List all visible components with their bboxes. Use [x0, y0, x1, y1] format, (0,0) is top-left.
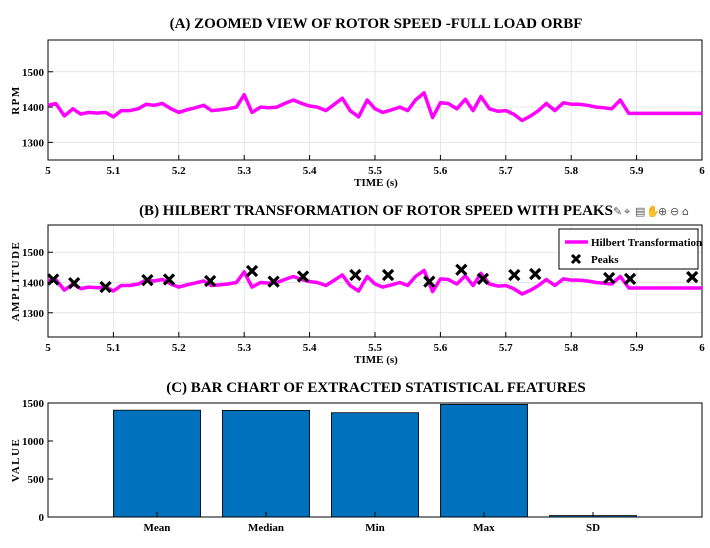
panel-b-title: (B) HILBERT TRANSFORMATION OF ROTOR SPEE… — [139, 203, 613, 219]
peak-marker — [267, 275, 280, 288]
panel-c-ylabel: VALUE — [10, 438, 22, 483]
b-x-tick-label: 5.5 — [368, 342, 382, 354]
panel-c: (C) BAR CHART OF EXTRACTED STATISTICAL F… — [10, 380, 703, 534]
a-x-tick-label: 5.5 — [368, 165, 382, 177]
a-x-tick-label: 5.3 — [237, 165, 251, 177]
panel-b-legend: Hilbert Transformation Peaks — [558, 228, 702, 270]
panel-a-grid — [47, 40, 703, 160]
panel-c-x-ticks: Mean Median Min Max SD — [144, 512, 600, 534]
panel-a-rotor-speed-line — [47, 91, 702, 123]
panel-c-title: (C) BAR CHART OF EXTRACTED STATISTICAL F… — [166, 380, 586, 396]
b-x-tick-label: 5.6 — [434, 342, 448, 354]
a-x-tick-label: 5.1 — [107, 165, 121, 177]
c-x-tick-label: Median — [248, 522, 284, 534]
a-x-tick-label: 5.9 — [630, 165, 644, 177]
b-x-tick-label: 5.1 — [107, 342, 121, 354]
legend-peak-swatch — [570, 253, 582, 265]
peak-marker — [623, 272, 637, 286]
c-x-tick-label: Max — [473, 522, 495, 534]
legend-icon[interactable]: ▤ — [635, 205, 645, 218]
c-y-tick-label: 0 — [39, 512, 45, 524]
bar-min — [330, 412, 419, 518]
panel-a-xlabel: TIME (s) — [354, 177, 398, 189]
figure-toolbar[interactable]: ✎ ⌖ ▤ ✋ ⊕ ⊖ ⌂ — [613, 205, 689, 218]
panel-a-title: (A) ZOOMED VIEW OF ROTOR SPEED -FULL LOA… — [170, 16, 583, 32]
a-x-tick-label: 5 — [45, 165, 51, 177]
legend-label-peaks: Peaks — [591, 254, 619, 266]
peak-marker — [47, 273, 60, 286]
b-y-tick-label: 1500 — [22, 247, 45, 259]
panel-b-hilbert-line — [47, 268, 702, 296]
panel-c-bars — [113, 403, 638, 518]
panel-b: (B) HILBERT TRANSFORMATION OF ROTOR SPEE… — [10, 203, 705, 366]
peak-marker — [68, 276, 81, 290]
c-y-tick-label: 500 — [28, 474, 45, 486]
c-x-tick-label: Min — [365, 522, 385, 534]
legend-label-hilbert: Hilbert Transformation — [591, 237, 702, 249]
panel-a: (A) ZOOMED VIEW OF ROTOR SPEED -FULL LOA… — [10, 16, 705, 189]
zoom-in-icon[interactable]: ⊕ — [658, 205, 667, 218]
a-x-tick-label: 5.2 — [172, 165, 186, 177]
c-x-tick-label: Mean — [144, 522, 171, 534]
b-x-tick-label: 5.7 — [499, 342, 513, 354]
a-x-tick-label: 5.7 — [499, 165, 513, 177]
peak-marker — [381, 268, 395, 282]
c-y-tick-label: 1500 — [22, 398, 45, 410]
peak-marker — [349, 268, 362, 282]
bar-mean — [113, 409, 201, 518]
peak-marker — [245, 264, 259, 278]
a-y-tick-label: 1500 — [22, 67, 45, 79]
peak-marker — [99, 280, 112, 294]
b-y-tick-label: 1400 — [22, 278, 45, 290]
peak-marker — [141, 273, 154, 287]
b-x-tick-label: 6 — [699, 342, 705, 354]
peak-marker — [603, 271, 616, 285]
panel-b-y-ticks: 1300 1400 1500 — [22, 247, 53, 320]
panel-b-peaks — [47, 263, 699, 294]
peak-marker — [423, 275, 436, 288]
home-icon[interactable]: ⌂ — [682, 205, 689, 218]
panel-a-x-ticks: 5 5.1 5.2 5.3 5.4 5.5 5.6 5.7 5.8 5.9 6 — [45, 155, 705, 177]
panel-b-xlabel: TIME (s) — [354, 354, 398, 366]
peak-marker — [162, 273, 176, 286]
zoom-out-icon[interactable]: ⊖ — [670, 205, 679, 218]
a-y-tick-label: 1400 — [22, 102, 45, 114]
peak-marker — [476, 272, 490, 286]
peak-marker — [296, 270, 310, 283]
panel-b-ylabel: AMPLITUDE — [10, 241, 22, 322]
b-x-tick-label: 5.9 — [630, 342, 644, 354]
peak-marker — [529, 267, 542, 281]
peak-marker — [204, 274, 217, 288]
panel-a-ylabel: RPM — [10, 85, 22, 115]
bar-max — [439, 403, 528, 518]
brush-icon[interactable]: ✎ — [613, 205, 622, 218]
panel-c-y-ticks: 0 500 1000 1500 — [22, 398, 53, 524]
b-x-tick-label: 5.3 — [237, 342, 251, 354]
a-x-tick-label: 5.4 — [303, 165, 317, 177]
data-tip-icon[interactable]: ⌖ — [624, 205, 630, 218]
c-x-tick-label: SD — [586, 522, 600, 534]
c-y-tick-label: 1000 — [22, 436, 45, 448]
peak-marker — [686, 270, 699, 284]
b-x-tick-label: 5 — [45, 342, 51, 354]
peak-marker — [508, 268, 521, 282]
a-x-tick-label: 5.6 — [434, 165, 448, 177]
a-x-tick-label: 6 — [699, 165, 705, 177]
a-x-tick-label: 5.8 — [564, 165, 578, 177]
peak-marker — [455, 263, 468, 276]
a-y-tick-label: 1300 — [22, 137, 45, 149]
pan-icon[interactable]: ✋ — [646, 205, 660, 218]
panel-a-y-ticks: 1300 1400 1500 — [22, 67, 53, 149]
b-x-tick-label: 5.8 — [564, 342, 578, 354]
b-x-tick-label: 5.2 — [172, 342, 186, 354]
b-y-tick-label: 1300 — [22, 308, 45, 320]
legend-box — [558, 228, 699, 270]
bar-median — [221, 409, 310, 518]
b-x-tick-label: 5.4 — [303, 342, 317, 354]
panel-b-x-ticks: 5 5.1 5.2 5.3 5.4 5.5 5.6 5.7 5.8 5.9 6 — [45, 332, 705, 354]
